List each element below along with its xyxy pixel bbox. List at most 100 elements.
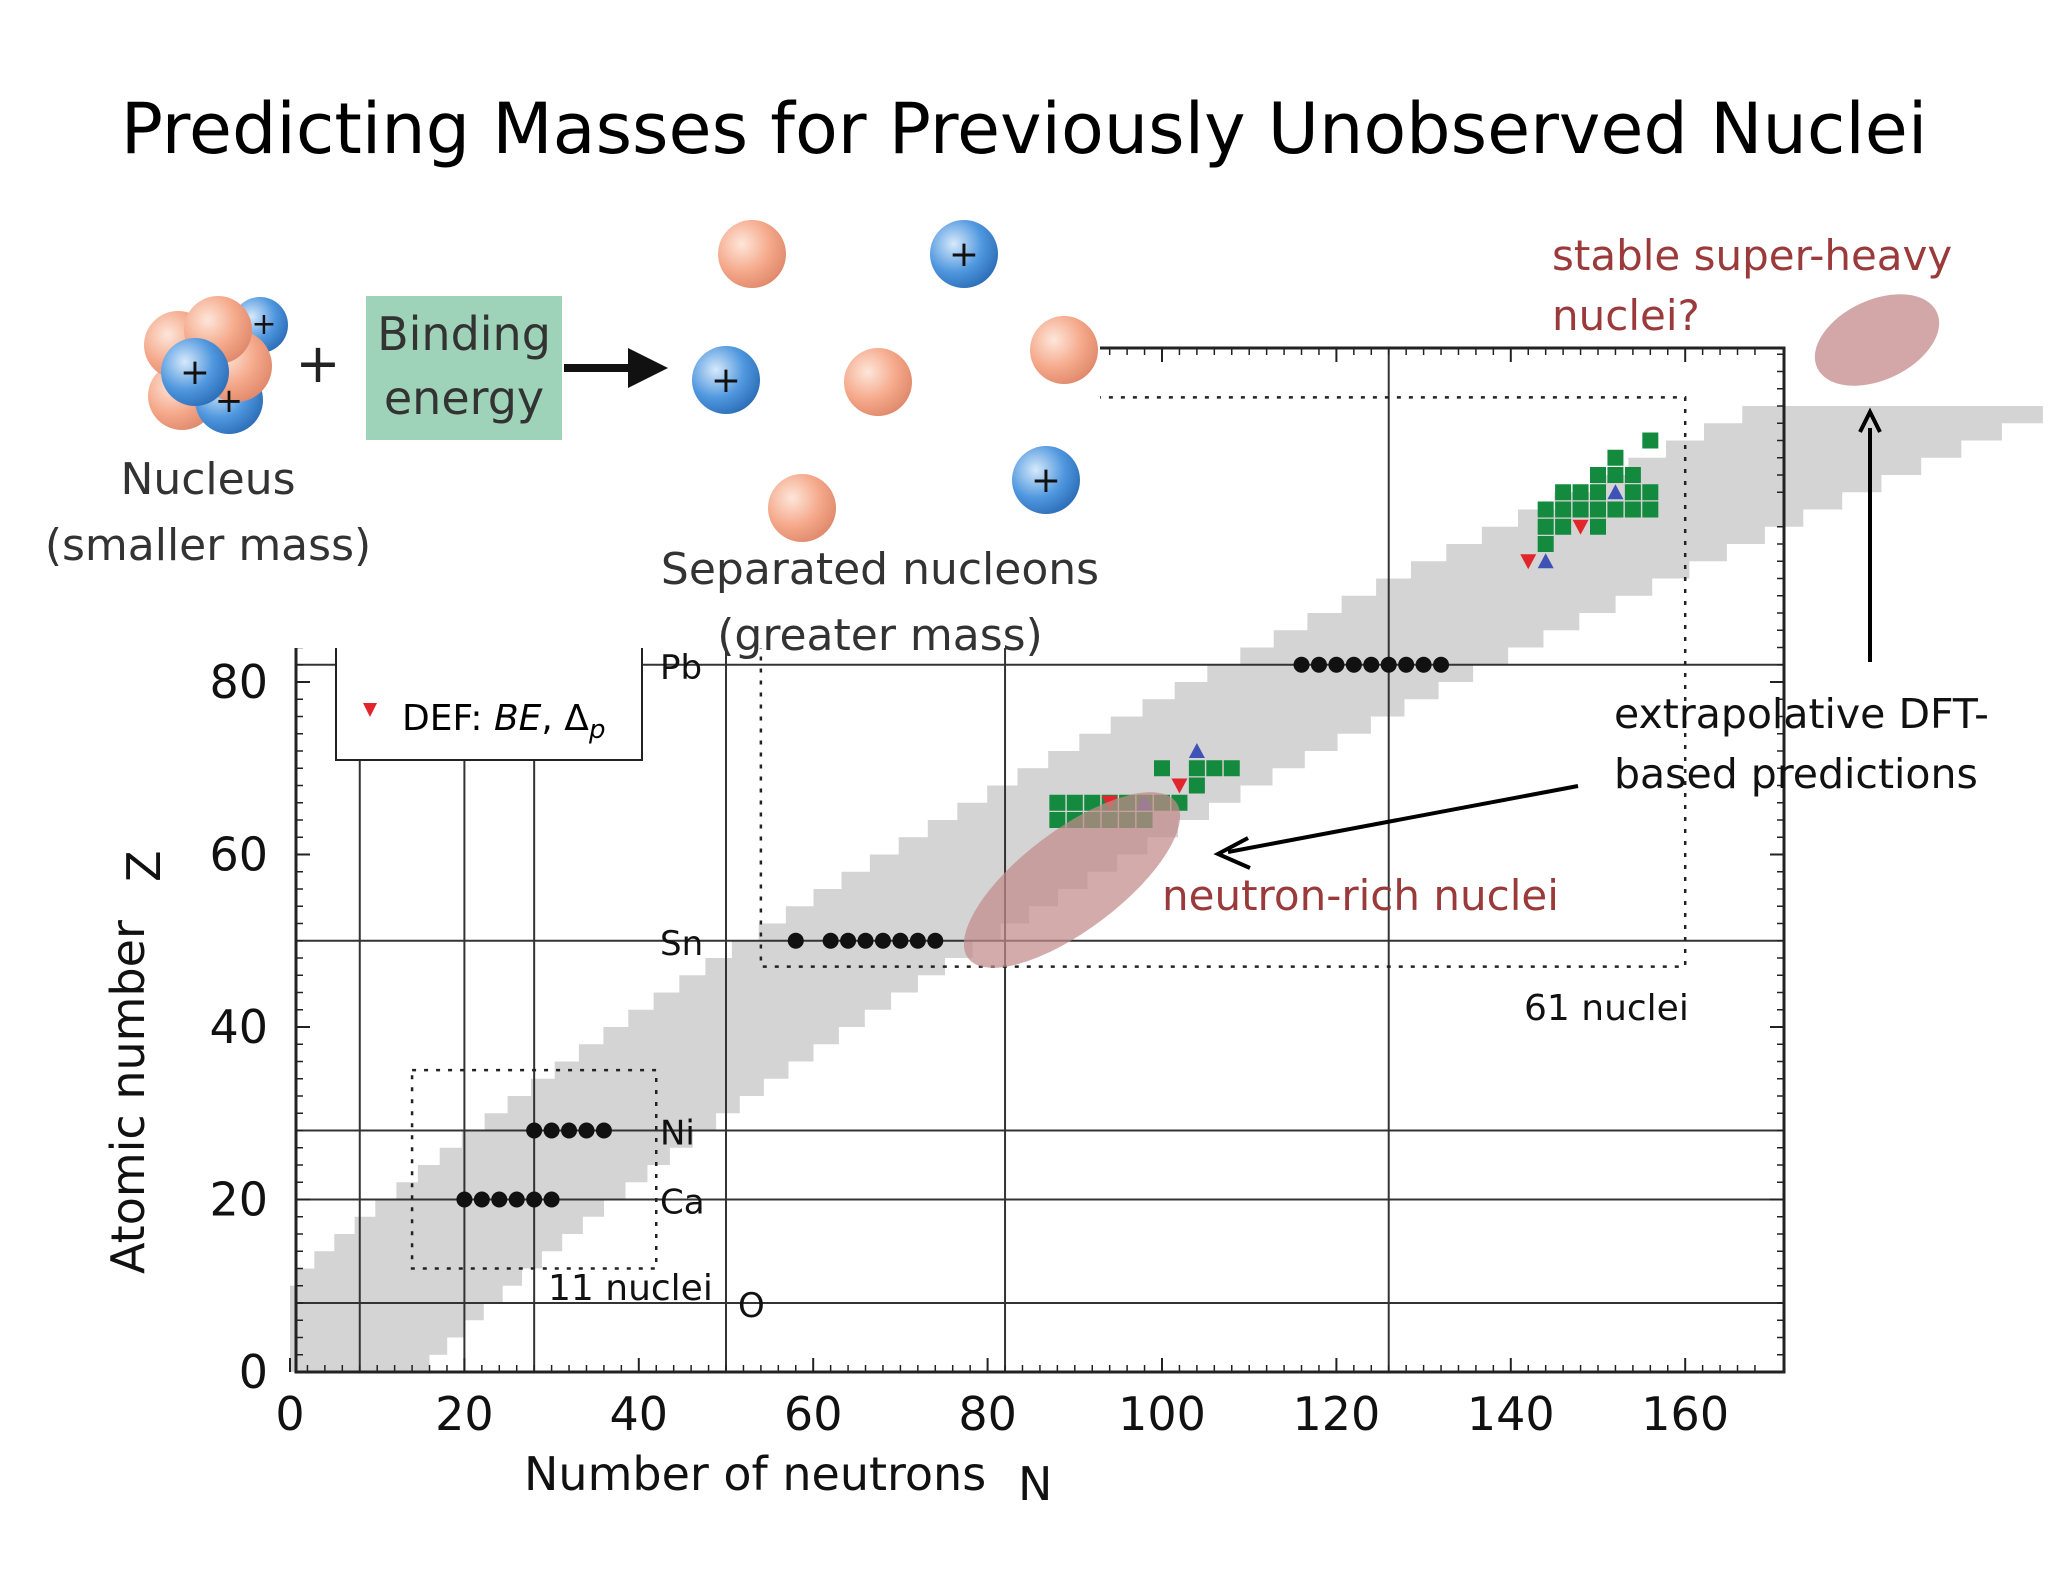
dashed-region: [759, 396, 1687, 968]
chain-dot: [491, 1191, 508, 1208]
proton-plus: +: [1031, 460, 1061, 501]
chain-dot: [892, 932, 909, 949]
y-axis-symbol: Z: [117, 850, 171, 882]
magic-line-label: O: [738, 1286, 765, 1326]
red-triangle: [1572, 519, 1589, 535]
chain-dot: [1310, 656, 1327, 673]
magic-line-label: Sn: [660, 924, 703, 964]
green-square: [1590, 501, 1606, 518]
y-axis-label: Atomic number: [101, 920, 155, 1274]
proton-plus: +: [180, 352, 210, 393]
chain-dot: [874, 932, 891, 949]
y-tick-label: 60: [209, 828, 268, 882]
region-61-label: 61 nuclei: [1524, 988, 1689, 1029]
binding-energy-box: [366, 296, 562, 440]
x-tick-label: 160: [1641, 1387, 1729, 1441]
chain-dot: [857, 932, 874, 949]
legend-red-triangle-icon: [363, 703, 377, 717]
chain-dot: [1415, 656, 1432, 673]
green-square: [1066, 794, 1083, 811]
proton-icon: [692, 346, 760, 414]
magic-line-labels: O Ca Ni Sn Pb: [660, 648, 765, 1326]
green-square: [1537, 536, 1554, 552]
proton-icon: [930, 220, 998, 288]
magic-line-label: Pb: [660, 648, 702, 688]
chain-dot: [1433, 656, 1450, 673]
green-square: [1537, 501, 1554, 518]
chain-dot: [456, 1191, 473, 1208]
green-square: [1049, 812, 1066, 828]
neutron-icon: [1030, 316, 1098, 384]
chain-dot: [1328, 656, 1345, 673]
neutron-icon: [718, 220, 786, 288]
proton-plus: +: [711, 360, 741, 401]
green-square: [1642, 484, 1659, 501]
superheavy-arrow-head: [1858, 407, 1882, 433]
dft-arrow-head: [1213, 836, 1251, 870]
green-square: [1590, 467, 1606, 483]
x-tick-label: 100: [1118, 1387, 1206, 1441]
magic-line-label: Ca: [660, 1183, 705, 1223]
proton-icon: [161, 338, 229, 406]
plus-sign: +: [295, 332, 340, 395]
proton-plus: +: [215, 381, 244, 421]
green-square: [1537, 518, 1554, 535]
green-square: [1607, 467, 1624, 483]
chain-dot: [927, 932, 944, 949]
y-tick-label: 0: [239, 1345, 268, 1399]
isotope-chains: [456, 656, 1450, 1208]
binding-arrow-head: [628, 348, 668, 388]
green-square: [1154, 760, 1170, 777]
chain-dot: [840, 932, 857, 949]
axis-labels: Number of neutrons N Atomic number Z: [101, 850, 1052, 1511]
slide-title: Predicting Masses for Previously Unobser…: [120, 88, 1928, 170]
legend-entry: DEF: BE, Δp: [402, 698, 605, 745]
green-square: [1555, 518, 1572, 535]
blue-triangle: [1607, 484, 1624, 500]
neutron-icon: [844, 348, 912, 416]
y-tick-label: 80: [209, 655, 268, 709]
x-tick-label: 60: [784, 1387, 843, 1441]
chain-dot: [1293, 656, 1310, 673]
chain-dot: [822, 932, 839, 949]
neutron-rich-label: neutron-rich nuclei: [1162, 871, 1559, 920]
chain-dot: [1380, 656, 1397, 673]
green-square: [1572, 484, 1589, 501]
legend-box: [335, 639, 643, 761]
separated-sublabel: (greater mass): [717, 610, 1043, 661]
proton-plus: +: [251, 307, 276, 342]
dashed-region: [410, 1068, 658, 1270]
chain-dot: [909, 932, 926, 949]
y-tick-label: 40: [209, 1000, 268, 1054]
chain-dot: [526, 1122, 543, 1139]
separated-label: Separated nucleons: [661, 544, 1099, 595]
legend: DEF: BE, Δp: [335, 639, 643, 761]
neutron-rich-blob: [963, 792, 1181, 968]
green-square: [1572, 501, 1589, 518]
dft-arrow: [1227, 784, 1579, 854]
chain-dot: [578, 1122, 595, 1139]
binding-energy-line2: energy: [384, 371, 544, 425]
green-square: [1642, 501, 1659, 518]
binding-energy-diagram: + + + + Nucleus (smaller mass) Binding e…: [45, 220, 1099, 661]
nucleus-sublabel: (smaller mass): [45, 520, 371, 571]
red-triangle: [1171, 778, 1188, 794]
binding-energy-line1: Binding: [377, 307, 551, 361]
green-square: [1590, 518, 1606, 535]
neutron-icon: [768, 474, 836, 542]
proton-icon: [1012, 446, 1080, 514]
dashed-regions: [410, 396, 1687, 1270]
green-square: [1624, 484, 1641, 501]
y-tick-label: 20: [209, 1173, 268, 1227]
green-square: [1624, 501, 1641, 518]
green-square: [1555, 501, 1572, 518]
superheavy-label-line2: nuclei?: [1552, 291, 1700, 340]
magic-line-label: Ni: [660, 1114, 695, 1154]
chain-dot: [543, 1122, 560, 1139]
chain-dot: [508, 1191, 525, 1208]
proton-plus: +: [949, 234, 979, 275]
green-square: [1206, 760, 1223, 777]
x-tick-label: 80: [958, 1387, 1017, 1441]
